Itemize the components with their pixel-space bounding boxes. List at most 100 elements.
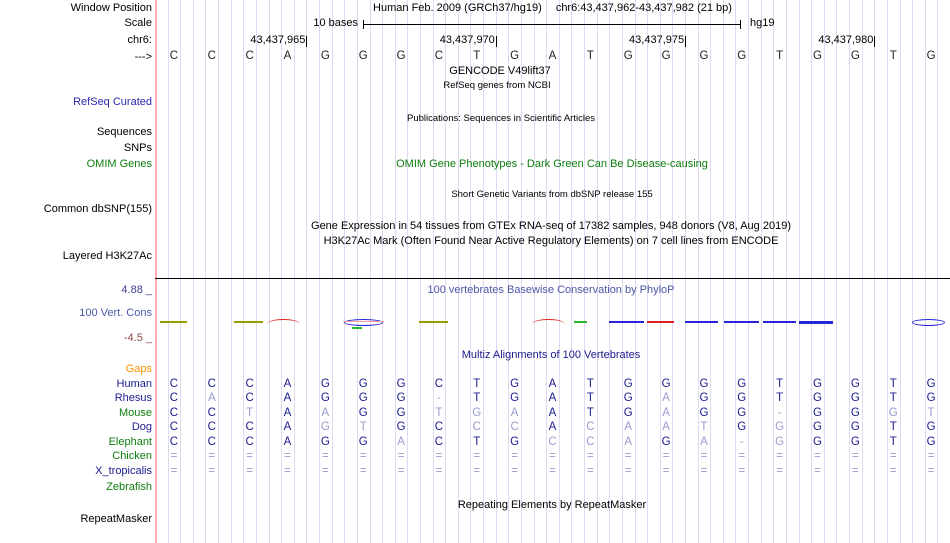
alignment-base: A (662, 421, 670, 433)
vert-cons-label[interactable]: 100 Vert. Cons (79, 306, 152, 319)
species-label-elephant[interactable]: Elephant (108, 435, 152, 448)
alignment-base: = (776, 464, 783, 477)
gtex-title[interactable]: Gene Expression in 54 tissues from GTEx … (311, 220, 791, 232)
alignment-base: G (737, 392, 747, 404)
sequence-base: G (926, 49, 936, 62)
scale-bar-end-tick (362, 19, 364, 29)
alignment-base: G (813, 421, 822, 433)
sequence-base: A (283, 49, 292, 62)
guideline (861, 0, 863, 543)
sequence-base: T (586, 49, 594, 62)
alignment-base: G (699, 406, 709, 419)
guideline (596, 0, 598, 543)
alignment-base: C (207, 377, 216, 390)
alignment-base: C (510, 421, 519, 433)
snps-label[interactable]: SNPs (123, 141, 152, 154)
repeatmasker-label[interactable]: RepeatMasker (80, 512, 152, 525)
gencode-title[interactable]: GENCODE V49lift37 (449, 64, 551, 77)
refseq-ncbi-title[interactable]: RefSeq genes from NCBI (443, 80, 551, 91)
alignment-base: A (548, 406, 557, 419)
guideline (710, 0, 712, 543)
sequence-base: G (320, 49, 330, 62)
species-label-dog[interactable]: Dog (131, 421, 152, 433)
species-label-zebrafish[interactable]: Zebrafish (106, 481, 152, 493)
alignment-base: C (169, 377, 179, 390)
chrom-label: chr6: (127, 34, 152, 46)
species-label-x_tropicalis[interactable]: X_tropicalis (95, 464, 152, 477)
guideline (533, 0, 535, 543)
omim-title[interactable]: OMIM Gene Phenotypes - Dark Green Can Be… (396, 158, 708, 170)
ruler-tick (874, 36, 876, 47)
ruler-tick-label: 43,437,970 (439, 34, 495, 46)
conservation-mark (234, 320, 263, 323)
species-label-chicken[interactable]: Chicken (112, 450, 152, 462)
alignment-base: = (321, 464, 329, 477)
alignment-base: T (359, 421, 367, 433)
guideline (432, 0, 434, 543)
alignment-base: = (814, 450, 821, 462)
alignment-base: = (473, 450, 481, 462)
alignment-base: G (661, 377, 671, 390)
guideline (306, 0, 308, 543)
alignment-base: T (889, 377, 897, 390)
alignment-base: G (510, 377, 520, 390)
alignment-base: G (510, 392, 520, 404)
sequence-base: G (699, 49, 709, 62)
scale-bar-end-tick (739, 19, 741, 29)
window-position-header: Human Feb. 2009 (GRCh37/hg19) chr6:43,43… (155, 1, 950, 14)
guideline (281, 0, 283, 543)
alignment-base: = (435, 450, 443, 462)
alignment-base: = (814, 464, 821, 477)
guideline (255, 0, 257, 543)
species-label-mouse[interactable]: Mouse (118, 406, 152, 419)
alignment-base: G (737, 377, 747, 390)
publications-title[interactable]: Publications: Sequences in Scientific Ar… (407, 113, 595, 124)
cons-min-value: -4.5 _ (123, 331, 152, 344)
guideline (293, 0, 295, 543)
omim-genes-label[interactable]: OMIM Genes (86, 158, 152, 170)
alignment-base: G (320, 392, 330, 404)
alignment-base: C (169, 421, 179, 433)
guideline (445, 0, 447, 543)
alignment-base: = (700, 450, 708, 462)
species-label-human[interactable]: Human (116, 377, 152, 390)
alignment-base: G (320, 377, 330, 390)
layered-h3k27ac-label[interactable]: Layered H3K27Ac (62, 249, 152, 262)
sequence-base: G (737, 49, 747, 62)
margin-divider-line (155, 0, 157, 543)
alignment-base: C (245, 435, 254, 448)
phylop-title[interactable]: 100 vertebrates Basewise Conservation by… (427, 283, 675, 296)
alignment-base: G (396, 392, 406, 404)
sequence-base: T (776, 49, 784, 62)
species-label-gaps[interactable]: Gaps (125, 362, 152, 375)
multiz-title[interactable]: Multiz Alignments of 100 Vertebrates (461, 348, 641, 361)
dbsnp-title[interactable]: Short Genetic Variants from dbSNP releas… (451, 189, 653, 200)
alignment-base: G (320, 421, 330, 433)
position-range-text: chr6:43,437,962-43,437,982 (21 bp) (555, 1, 732, 14)
alignment-base: G (813, 377, 822, 390)
alignment-base: = (284, 450, 291, 462)
conservation-mark (419, 320, 448, 323)
guideline (520, 0, 522, 543)
species-label-rhesus[interactable]: Rhesus (114, 392, 152, 404)
alignment-base: A (283, 406, 292, 419)
sequence-base: G (813, 49, 822, 62)
alignment-base: T (889, 421, 897, 433)
refseq-curated-label[interactable]: RefSeq Curated (73, 95, 152, 108)
common-dbsnp-label[interactable]: Common dbSNP(155) (43, 203, 152, 215)
cons-max-value: 4.88 _ (121, 283, 152, 296)
h3k27ac-title[interactable]: H3K27Ac Mark (Often Found Near Active Re… (323, 235, 779, 247)
alignment-base: G (396, 377, 406, 390)
alignment-base: G (358, 392, 368, 404)
alignment-base: T (889, 435, 897, 448)
alignment-base: A (662, 406, 670, 419)
sequence-base: C (169, 49, 179, 62)
alignment-base: A (321, 406, 330, 419)
sequences-label[interactable]: Sequences (96, 126, 152, 138)
alignment-base: G (775, 435, 785, 448)
repeatmasker-title[interactable]: Repeating Elements by RepeatMasker (457, 498, 647, 511)
alignment-base: G (320, 435, 330, 448)
guideline (483, 0, 485, 543)
alignment-base: = (738, 464, 746, 477)
guideline (457, 0, 459, 543)
